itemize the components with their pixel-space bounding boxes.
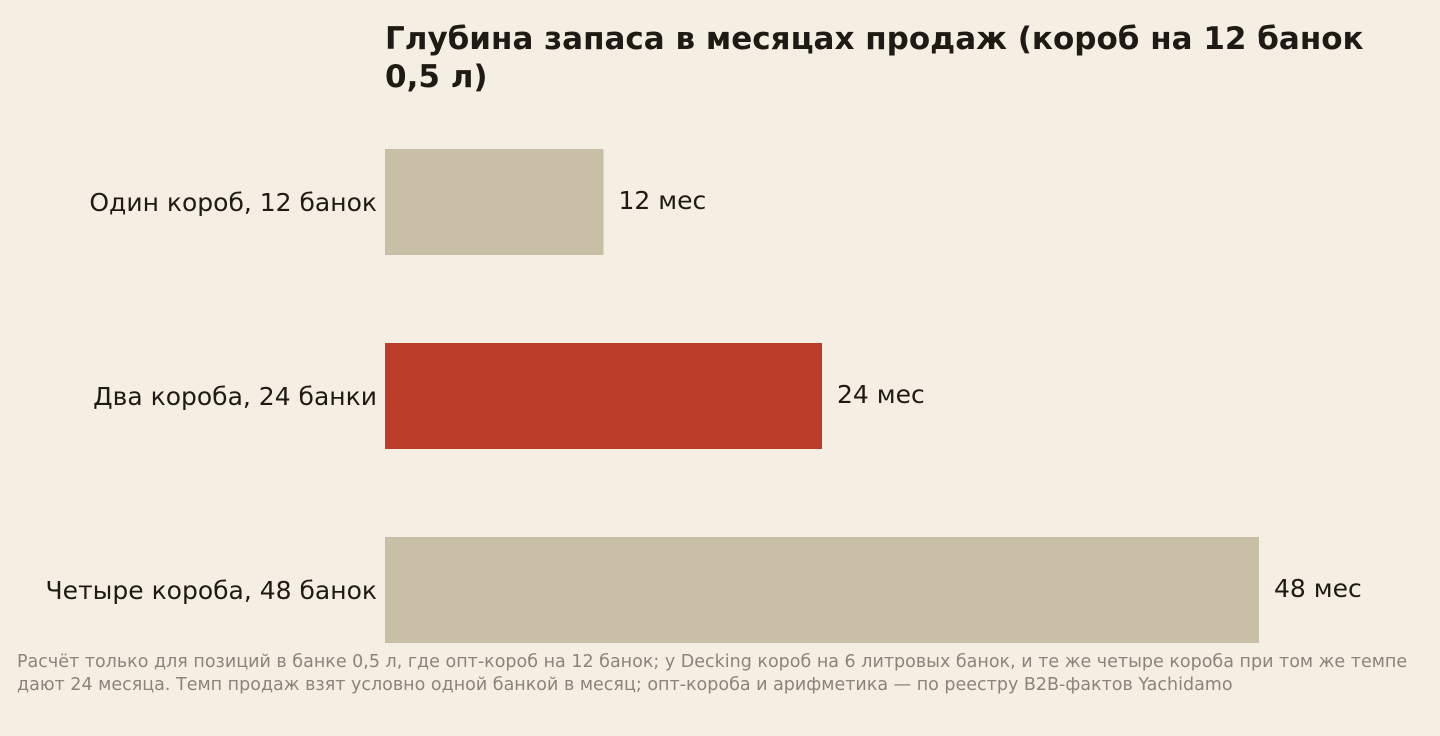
y-tick-label: Два короба, 24 банки bbox=[93, 382, 377, 411]
chart: Один короб, 12 банок 12 мес Два короба, 24… bbox=[46, 149, 1362, 643]
value-label: 24 мес bbox=[837, 380, 925, 409]
y-tick-label: Четыре короба, 48 банок bbox=[46, 576, 377, 605]
bar bbox=[385, 537, 1259, 643]
bar bbox=[385, 343, 822, 449]
chart-title: Глубина запаса в месяцах продаж (короб н… bbox=[385, 21, 1364, 95]
footnote: Расчёт только для позиций в банке 0,5 л,… bbox=[17, 652, 1408, 695]
y-tick-label: Один короб, 12 банок bbox=[89, 188, 377, 217]
value-label: 48 мес bbox=[1274, 574, 1362, 603]
bar bbox=[385, 149, 604, 255]
value-label: 12 мес bbox=[619, 186, 707, 215]
